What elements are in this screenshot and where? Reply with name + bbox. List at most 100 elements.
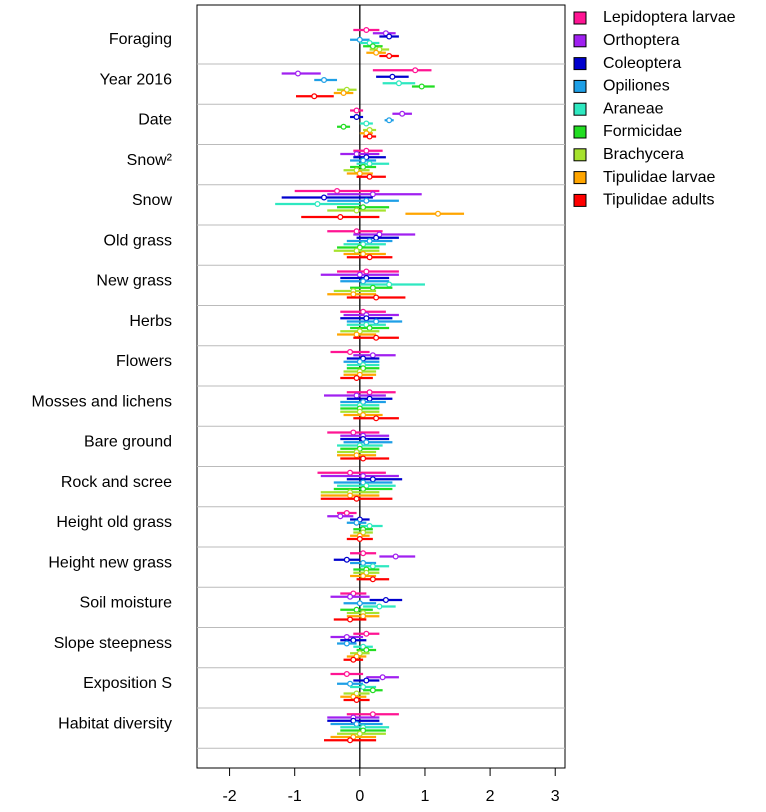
estimate bbox=[366, 522, 373, 530]
estimate bbox=[392, 553, 399, 560]
estimate bbox=[395, 80, 402, 87]
estimate bbox=[337, 513, 344, 520]
estimate bbox=[379, 674, 386, 681]
estimate bbox=[360, 683, 367, 691]
estimate bbox=[311, 93, 318, 100]
x-tick-label: 2 bbox=[486, 788, 495, 805]
estimate bbox=[353, 107, 360, 114]
estimate bbox=[369, 711, 376, 718]
estimate bbox=[347, 492, 354, 499]
estimate bbox=[363, 26, 370, 34]
estimate bbox=[366, 324, 373, 332]
estimate bbox=[386, 33, 393, 40]
estimate bbox=[314, 200, 321, 208]
estimate bbox=[353, 331, 360, 338]
estimate bbox=[353, 374, 360, 382]
category-label: Herbs bbox=[129, 313, 172, 330]
estimate bbox=[347, 348, 354, 356]
x-tick-label: 1 bbox=[421, 788, 430, 805]
estimate bbox=[360, 455, 367, 462]
estimate bbox=[363, 147, 370, 154]
estimate bbox=[337, 213, 344, 221]
legend-label: Brachycera bbox=[603, 146, 684, 163]
estimate bbox=[399, 110, 406, 117]
estimate bbox=[347, 616, 354, 623]
estimate bbox=[343, 670, 350, 678]
estimate bbox=[353, 606, 360, 613]
estimate bbox=[386, 52, 393, 60]
estimate bbox=[333, 187, 341, 195]
estimate bbox=[350, 291, 357, 298]
estimate bbox=[343, 509, 350, 517]
estimate bbox=[356, 730, 363, 737]
legend-label: Araneae bbox=[603, 100, 664, 117]
estimate bbox=[360, 550, 367, 557]
estimate bbox=[363, 677, 370, 684]
estimate bbox=[376, 603, 383, 610]
estimate bbox=[434, 210, 442, 217]
x-tick-label: 3 bbox=[551, 788, 560, 805]
legend-label: Opiliones bbox=[603, 78, 670, 95]
estimate bbox=[353, 696, 360, 704]
estimate bbox=[360, 278, 367, 285]
category-label: Snow² bbox=[127, 152, 173, 169]
estimate bbox=[373, 318, 380, 325]
estimate bbox=[363, 646, 370, 654]
estimate bbox=[369, 687, 376, 694]
category-label: Year 2016 bbox=[100, 71, 172, 88]
estimate bbox=[386, 281, 393, 288]
estimate bbox=[418, 83, 425, 90]
estimate bbox=[369, 576, 376, 583]
estimate bbox=[412, 67, 419, 74]
category-label: Height old grass bbox=[56, 514, 172, 531]
estimate bbox=[353, 228, 360, 235]
estimate bbox=[363, 630, 370, 637]
estimate bbox=[369, 284, 376, 291]
estimate bbox=[360, 485, 367, 493]
estimate bbox=[343, 640, 350, 647]
category-label: Snow bbox=[132, 192, 172, 209]
estimate bbox=[363, 268, 370, 275]
legend-label: Orthoptera bbox=[603, 32, 680, 49]
legend-swatch bbox=[573, 171, 587, 185]
estimate bbox=[353, 150, 360, 158]
estimate bbox=[363, 197, 370, 204]
estimate bbox=[360, 157, 367, 164]
estimate bbox=[353, 113, 360, 121]
estimate bbox=[340, 89, 347, 97]
estimate bbox=[347, 737, 354, 744]
estimate bbox=[353, 519, 360, 526]
estimate bbox=[353, 247, 360, 254]
legend-label: Tipulidae larvae bbox=[603, 169, 715, 186]
estimate bbox=[347, 469, 354, 476]
x-tick-label: 0 bbox=[355, 788, 364, 805]
legend-label: Lepidoptera larvae bbox=[603, 9, 736, 26]
legend-swatch bbox=[573, 34, 587, 48]
category-label: Habitat diversity bbox=[58, 715, 172, 732]
estimate bbox=[350, 429, 357, 436]
estimate bbox=[366, 160, 373, 167]
estimate bbox=[347, 680, 354, 687]
estimate bbox=[373, 334, 380, 341]
estimate bbox=[373, 49, 380, 56]
category-label: Date bbox=[138, 112, 172, 129]
estimate bbox=[294, 70, 302, 77]
legend-swatch bbox=[573, 11, 587, 25]
category-label: Flowers bbox=[116, 353, 172, 370]
category-label: Mosses and lichens bbox=[31, 393, 172, 410]
category-label: Foraging bbox=[109, 31, 172, 48]
estimate bbox=[340, 123, 347, 130]
x-tick-label: -1 bbox=[288, 788, 302, 805]
estimate bbox=[356, 535, 363, 543]
legend-swatch bbox=[573, 193, 587, 207]
estimate bbox=[360, 204, 367, 211]
estimate bbox=[363, 439, 370, 446]
estimate bbox=[382, 596, 389, 604]
estimate bbox=[353, 207, 360, 214]
estimate bbox=[373, 415, 380, 422]
estimate bbox=[353, 720, 360, 728]
estimate bbox=[347, 593, 354, 600]
estimate bbox=[366, 395, 373, 402]
